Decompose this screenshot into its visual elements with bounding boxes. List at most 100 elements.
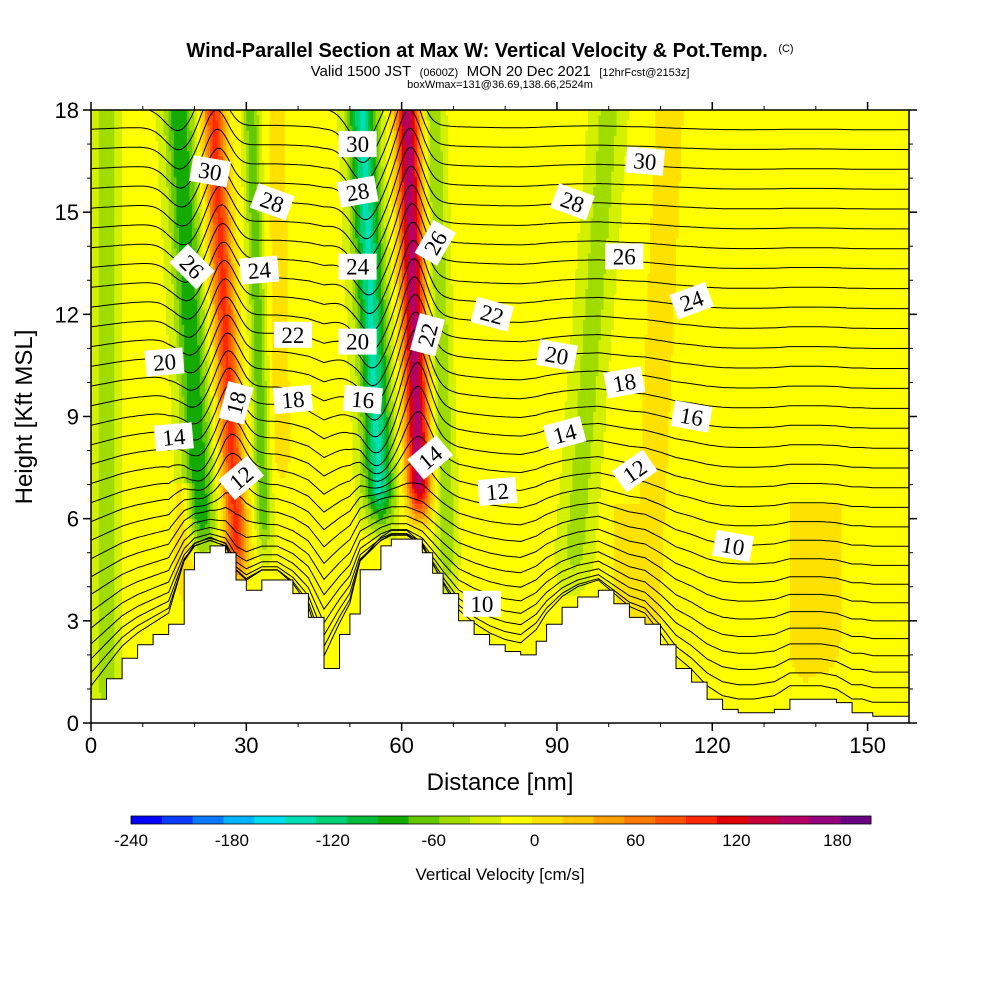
contour-label: 22 (273, 321, 312, 348)
velocity-cell (230, 140, 234, 213)
velocity-cell (233, 401, 237, 463)
velocity-cell (520, 110, 524, 723)
velocity-cell (419, 201, 423, 249)
velocity-cell (235, 549, 239, 555)
contour-label-text: 26 (613, 244, 636, 269)
velocity-cell (732, 110, 736, 723)
velocity-cell (365, 110, 369, 152)
velocity-cell (241, 559, 245, 571)
velocity-cell (269, 110, 273, 239)
velocity-cell (417, 110, 421, 116)
velocity-cell (422, 334, 426, 382)
velocity-cell (580, 559, 584, 591)
theta-contour-line (91, 523, 909, 622)
velocity-cell (386, 416, 390, 468)
velocity-cell (404, 493, 408, 514)
colorbar-swatch (501, 816, 533, 824)
velocity-cell (401, 278, 405, 331)
velocity-cell (243, 110, 247, 142)
colorbar-tick-label: -60 (421, 831, 446, 850)
theta-contour-line (91, 492, 909, 566)
colorbar-swatch (131, 816, 163, 824)
contour-label: 30 (189, 155, 232, 188)
velocity-cell (849, 110, 853, 723)
contour-label-bg (239, 255, 280, 285)
velocity-cell (135, 110, 138, 723)
velocity-cell (424, 370, 428, 423)
contour-label-bg (462, 590, 501, 617)
velocity-cell (199, 396, 203, 530)
velocity-cell (411, 145, 415, 218)
velocity-cell (404, 314, 408, 366)
velocity-cell (370, 498, 374, 509)
velocity-cell (580, 196, 584, 356)
velocity-cell (259, 299, 263, 525)
velocity-cell (406, 299, 410, 351)
velocity-cell (367, 508, 371, 525)
velocity-cell (828, 666, 832, 723)
colorbar-swatch (346, 816, 378, 824)
velocity-cell (212, 263, 216, 305)
velocity-cell (443, 569, 447, 596)
velocity-cell (215, 212, 219, 269)
velocity-cell (575, 268, 579, 423)
colorbar-swatch (840, 816, 872, 824)
velocity-cell (748, 110, 752, 723)
velocity-cell (365, 498, 369, 520)
velocity-cell (577, 390, 581, 566)
velocity-cell (269, 452, 273, 560)
velocity-cell (210, 115, 214, 172)
velocity-cell (173, 523, 177, 581)
velocity-cell (492, 110, 496, 723)
velocity-cell (228, 166, 232, 218)
velocity-cell (577, 110, 581, 233)
velocity-cell (248, 406, 252, 499)
velocity-cell (386, 528, 390, 540)
colorbar-swatch (531, 816, 563, 824)
velocity-cell (223, 110, 227, 121)
velocity-cell (621, 503, 625, 617)
velocity-cell (197, 278, 201, 346)
velocity-cell (290, 110, 294, 723)
velocity-cell (406, 447, 410, 489)
velocity-cell (399, 110, 403, 147)
velocity-cell (427, 457, 431, 494)
velocity-cell (409, 493, 413, 499)
velocity-cell (173, 247, 177, 331)
velocity-cell (541, 110, 545, 723)
velocity-cell (173, 110, 177, 177)
velocity-cell (378, 508, 382, 520)
velocity-cell (414, 513, 418, 520)
velocity-cell (298, 110, 302, 723)
velocity-cell (779, 110, 783, 723)
velocity-cell (422, 523, 426, 530)
velocity-cell (378, 503, 382, 509)
velocity-cell (228, 513, 232, 550)
velocity-cell (246, 130, 250, 223)
velocity-cell (184, 447, 188, 484)
theta-contour-line (91, 202, 909, 296)
x-tick-label: 120 (694, 733, 731, 758)
velocity-cell (673, 110, 677, 295)
chart-title: Wind-Parallel Section at Max W: Vertical… (186, 40, 793, 62)
velocity-cell (251, 544, 255, 560)
colorbar-swatch (747, 816, 779, 824)
velocity-cell (181, 482, 185, 504)
velocity-cell (365, 518, 369, 535)
velocity-cell (419, 472, 423, 484)
velocity-cell (269, 237, 273, 453)
contour-label-bg (410, 313, 445, 357)
velocity-cell (404, 110, 408, 142)
velocity-cell (225, 110, 229, 116)
velocity-cell (228, 304, 232, 366)
velocity-cell (789, 661, 793, 723)
contour-label-text: 24 (346, 255, 370, 280)
velocity-cell (292, 110, 296, 723)
velocity-cell (839, 641, 843, 723)
velocity-cell (207, 293, 211, 351)
velocity-cell (399, 365, 403, 438)
velocity-cell (223, 416, 227, 458)
velocity-cell (445, 115, 449, 325)
velocity-cell (637, 503, 641, 642)
